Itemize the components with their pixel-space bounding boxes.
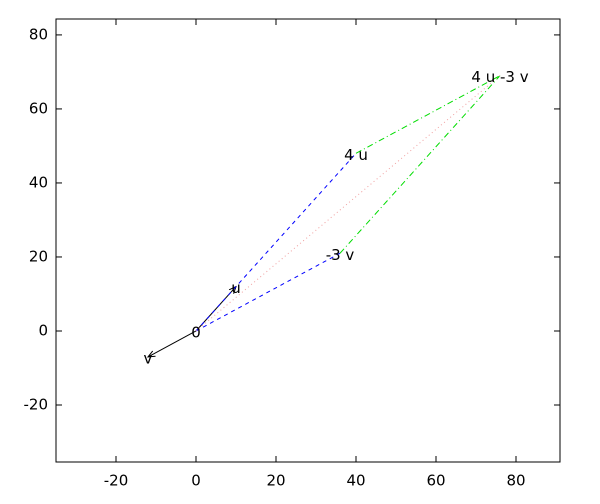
- vector-segment: [195, 252, 341, 332]
- x-tick-label: 80: [506, 472, 525, 490]
- y-tick-label: 80: [29, 25, 48, 43]
- y-tick-label: 60: [29, 99, 48, 117]
- x-tick-label: 60: [426, 472, 445, 490]
- x-tick-label: 0: [191, 472, 201, 490]
- x-tick-label: 40: [346, 472, 365, 490]
- y-tick-label: 20: [29, 247, 48, 265]
- point-label: v: [144, 349, 153, 367]
- y-tick-label: 40: [29, 173, 48, 191]
- point-label: 4 u: [344, 146, 368, 164]
- vector-segment: [148, 330, 197, 357]
- point-label: 4 u -3 v: [471, 68, 528, 86]
- point-label: u: [231, 279, 241, 297]
- plot-border: [55, 18, 561, 463]
- x-tick-label: -20: [104, 472, 129, 490]
- vector-segment: [195, 153, 357, 332]
- point-label: 0: [191, 323, 201, 341]
- y-tick-label: 0: [38, 321, 48, 339]
- point-label: -3 v: [326, 246, 355, 264]
- vector-segment: [355, 75, 501, 154]
- vector-segment: [195, 75, 501, 332]
- vector-segment: [339, 75, 501, 254]
- y-tick-label: -20: [24, 396, 49, 414]
- x-tick-label: 20: [266, 472, 285, 490]
